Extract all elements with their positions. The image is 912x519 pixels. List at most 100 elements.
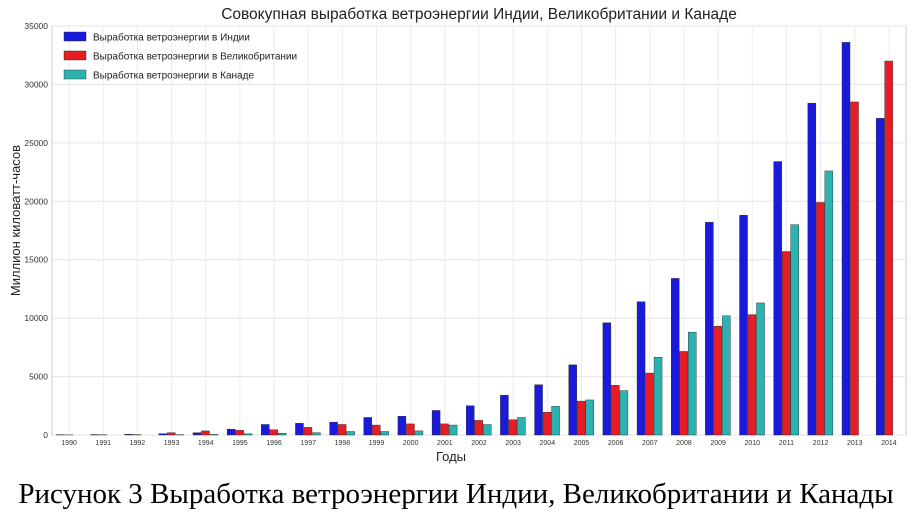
legend-label-1: Выработка ветроэнергии в Великобритании — [93, 51, 297, 63]
x-tick-label: 2005 — [574, 440, 590, 447]
chart-area: 0 5000 10000 15000 20000 25000 30000 35000 1990 1… — [8, 6, 907, 464]
bar-s1-2002 — [474, 420, 483, 436]
x-tick-label: 2008 — [676, 440, 692, 447]
bar-s1-2012 — [816, 202, 825, 436]
legend-label-0: Выработка ветроэнергии в Индии — [93, 32, 250, 44]
x-tick-label: 2003 — [505, 440, 521, 447]
bar-s1-2001 — [440, 423, 449, 436]
legend-swatch-0 — [63, 31, 87, 42]
y-tick-label: 25000 — [24, 138, 48, 148]
bar-s1-2003 — [508, 419, 518, 436]
y-tick-label: 10000 — [24, 313, 48, 323]
bar-s0-2011 — [773, 161, 782, 436]
x-tick-label: 1992 — [130, 440, 146, 447]
x-tick-label: 2013 — [847, 440, 863, 447]
bar-s0-2008 — [671, 278, 680, 436]
bar-s2-1994 — [209, 434, 219, 436]
y-axis-label: Миллион киловатт-часов — [8, 145, 23, 296]
bar-s2-1995 — [243, 433, 253, 436]
bar-s0-2006 — [602, 322, 612, 436]
y-tick-label: 5000 — [29, 372, 48, 382]
y-tick-label: 20000 — [24, 196, 48, 206]
bar-s1-2014 — [884, 60, 893, 436]
bar-s1-1994 — [201, 430, 210, 436]
bar-s0-2014 — [875, 118, 885, 436]
x-tick-label: 2009 — [710, 440, 726, 447]
bar-s1-1999 — [372, 424, 381, 436]
bar-s0-1994 — [192, 432, 202, 436]
legend-label-2: Выработка ветроэнергии в Канаде — [93, 70, 254, 82]
bar-s2-2009 — [722, 315, 731, 436]
bar-s0-1992 — [124, 434, 133, 436]
bar-s1-2005 — [577, 400, 586, 436]
bar-s0-1993 — [158, 433, 168, 436]
legend-swatch-1 — [63, 50, 87, 61]
x-tick-label: 2011 — [779, 440, 794, 447]
y-tick-label: 35000 — [24, 21, 48, 31]
x-tick-label: 2006 — [608, 440, 624, 447]
bar-s0-2004 — [534, 384, 543, 436]
bar-s1-2007 — [645, 372, 654, 436]
bar-s0-1997 — [295, 423, 304, 436]
bar-s2-2006 — [619, 390, 629, 436]
x-tick-label: 2007 — [642, 440, 658, 447]
x-tick-label: 1993 — [164, 440, 180, 447]
figure-caption: Рисунок 3 Выработка ветроэнергии Индии, … — [18, 478, 894, 510]
bar-s2-2001 — [448, 424, 458, 436]
bar-s2-2010 — [756, 302, 765, 436]
x-tick-label: 1997 — [300, 440, 316, 447]
bar-s1-1998 — [337, 424, 347, 436]
wind-energy-bar-chart: 0 5000 10000 15000 20000 25000 30000 35000 1990 1… — [8, 6, 907, 464]
bar-s1-1997 — [303, 427, 313, 436]
x-tick-label: 1995 — [232, 440, 248, 447]
bar-s1-2011 — [781, 251, 791, 436]
bar-s1-2000 — [406, 423, 415, 436]
bar-s2-2000 — [414, 430, 424, 436]
bar-s1-2009 — [713, 326, 723, 436]
x-tick-label: 2012 — [813, 440, 829, 447]
bar-s1-2006 — [611, 385, 620, 436]
bar-s2-1999 — [380, 431, 389, 436]
bar-s0-2000 — [397, 416, 407, 436]
bar-s0-2010 — [739, 215, 748, 436]
legend-swatch-2 — [63, 69, 87, 80]
bar-s0-2009 — [705, 222, 714, 436]
bar-s2-2012 — [824, 170, 834, 436]
chart-title: Совокупная выработка ветроэнергии Индии,… — [221, 6, 737, 23]
x-tick-label: 1990 — [61, 440, 77, 447]
x-tick-label: 1998 — [335, 440, 351, 447]
bar-s0-2002 — [466, 405, 475, 436]
bar-s1-1996 — [269, 429, 278, 436]
bar-s2-1996 — [278, 433, 287, 436]
y-tick-label: 15000 — [24, 255, 48, 265]
x-tick-label: 2014 — [881, 440, 897, 447]
bar-s0-2003 — [500, 395, 509, 436]
bar-s0-1996 — [261, 424, 270, 436]
bar-s1-1995 — [235, 430, 244, 436]
bar-s1-2010 — [747, 314, 757, 436]
bar-s2-2008 — [688, 331, 697, 436]
x-tick-label: 2000 — [403, 440, 419, 447]
x-axis-label: Годы — [436, 449, 466, 464]
x-tick-label: 2002 — [471, 440, 487, 447]
bar-s0-2007 — [636, 301, 646, 436]
bar-s2-2005 — [585, 399, 594, 436]
bar-s0-1999 — [363, 417, 372, 436]
bar-s2-2003 — [517, 417, 526, 436]
bar-s1-1993 — [167, 432, 176, 436]
bar-s1-2004 — [542, 412, 552, 436]
x-tick-label: 2010 — [744, 440, 760, 447]
bar-s0-1998 — [329, 421, 338, 436]
bar-s0-2013 — [841, 42, 851, 436]
bar-s0-2012 — [807, 102, 817, 436]
x-tick-label: 1994 — [198, 440, 214, 447]
bar-s1-2008 — [679, 351, 688, 436]
bar-s2-2007 — [653, 357, 663, 436]
y-tick-label: 0 — [43, 430, 48, 440]
bar-s0-2001 — [431, 410, 441, 436]
bar-s0-2005 — [568, 364, 577, 436]
x-tick-label: 2004 — [540, 440, 556, 447]
x-tick-label: 1996 — [266, 440, 282, 447]
bar-s2-2002 — [483, 424, 492, 436]
x-tick-label: 2001 — [437, 440, 453, 447]
